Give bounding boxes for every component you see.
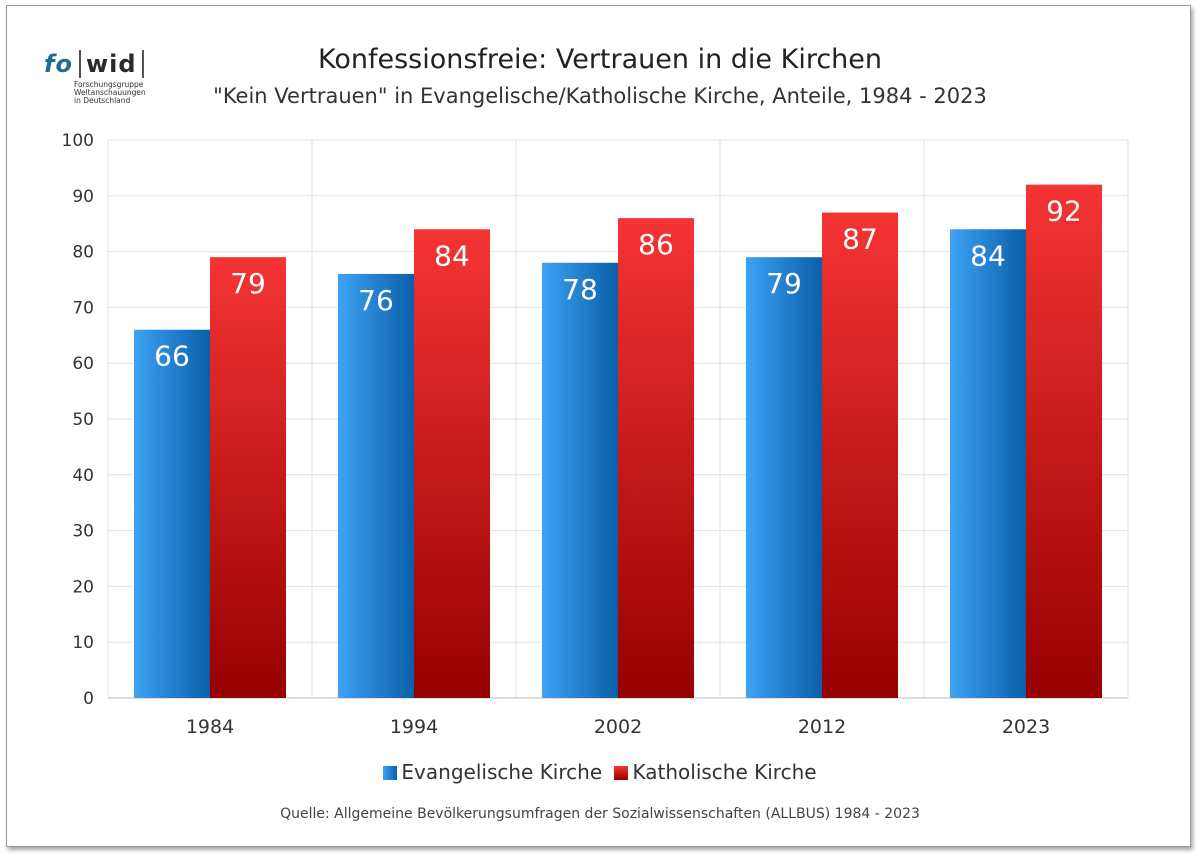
y-tick-label: 90 <box>72 187 94 207</box>
data-label-evangelisch-2002: 78 <box>562 273 598 306</box>
x-tick-label-1994: 1994 <box>390 716 438 738</box>
y-tick-label: 40 <box>72 466 94 486</box>
y-tick-label: 30 <box>72 522 94 542</box>
bar-katholisch-1994 <box>414 229 490 698</box>
y-tick-label: 10 <box>72 633 94 653</box>
logo-part-b: wid <box>78 50 144 78</box>
legend: Evangelische Kirche Katholische Kirche <box>0 760 1200 784</box>
logo-subtitle: Forschungsgruppe Weltanschauungen in Deu… <box>74 80 164 106</box>
bar-katholisch-2023 <box>1026 184 1102 698</box>
x-tick-label-1984: 1984 <box>186 716 234 738</box>
bar-evangelisch-2002 <box>542 262 618 698</box>
y-tick-label: 70 <box>72 298 94 318</box>
x-tick-label-2023: 2023 <box>1002 716 1050 738</box>
x-tick-label-2002: 2002 <box>594 716 642 738</box>
legend-label-evangelisch: Evangelische Kirche <box>401 760 603 784</box>
bar-evangelisch-2023 <box>950 229 1026 698</box>
logo-line-3: in Deutschland <box>74 96 131 106</box>
x-tick-label-2012: 2012 <box>798 716 846 738</box>
data-label-katholisch-2012: 87 <box>842 223 878 256</box>
bar-evangelisch-1984 <box>134 329 210 698</box>
bars <box>134 184 1102 699</box>
chart-title: Konfessionsfreie: Vertrauen in die Kirch… <box>317 44 883 75</box>
data-label-evangelisch-2012: 79 <box>766 267 802 300</box>
data-label-katholisch-2002: 86 <box>638 228 674 261</box>
y-tick-label: 0 <box>83 689 94 709</box>
bar-evangelisch-1994 <box>338 273 414 698</box>
legend-label-katholisch: Katholische Kirche <box>632 760 817 784</box>
data-label-katholisch-1994: 84 <box>434 239 470 272</box>
logo-line-1: Forschungsgruppe <box>74 80 144 89</box>
bar-katholisch-2012 <box>822 212 898 699</box>
logo-line-2: Weltanschauungen <box>74 88 146 98</box>
bar-katholisch-1984 <box>210 257 286 698</box>
data-label-evangelisch-2023: 84 <box>970 239 1006 272</box>
logo-part-a: fo <box>44 50 73 78</box>
data-label-evangelisch-1994: 76 <box>358 284 394 317</box>
source-note: Quelle: Allgemeine Bevölkerungsumfragen … <box>280 806 920 822</box>
data-label-evangelisch-1984: 66 <box>154 340 190 373</box>
y-tick-label: 20 <box>72 577 94 597</box>
bar-evangelisch-2012 <box>746 257 822 698</box>
legend-item-evangelisch: Evangelische Kirche <box>383 760 602 784</box>
data-label-katholisch-1984: 79 <box>230 267 266 300</box>
y-tick-label: 80 <box>72 243 94 263</box>
logo-wordmark: fo wid <box>44 50 144 78</box>
y-tick-label: 60 <box>72 354 94 374</box>
labels: 0 10 20 30 40 50 60 70 80 90 100 66 79 1984 76 84 1994 78… <box>62 131 1082 738</box>
bar-katholisch-2002 <box>618 218 694 698</box>
legend-swatch-evangelisch <box>383 766 398 780</box>
legend-item-katholisch: Katholische Kirche <box>614 760 817 784</box>
fowid-logo: fo wid Forschungsgruppe Weltanschauungen … <box>44 50 154 110</box>
legend-swatch-katholisch <box>614 766 629 780</box>
data-label-katholisch-2023: 92 <box>1046 195 1082 228</box>
chart-subtitle: "Kein Vertrauen" in Evangelische/Katholi… <box>213 84 987 108</box>
y-tick-label: 100 <box>62 131 94 151</box>
y-tick-label: 50 <box>72 410 94 430</box>
